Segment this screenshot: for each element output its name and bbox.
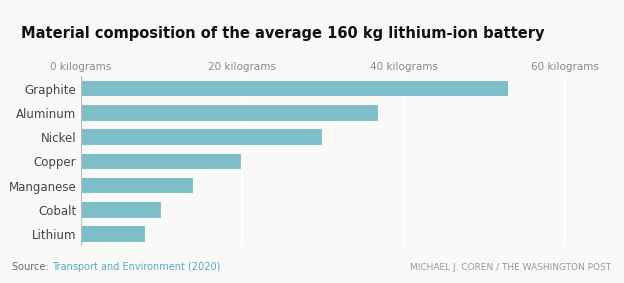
Bar: [81, 104, 379, 121]
Bar: [81, 201, 162, 218]
Text: MICHAEL J. COREN / THE WASHINGTON POST: MICHAEL J. COREN / THE WASHINGTON POST: [411, 263, 612, 272]
Bar: [81, 80, 509, 97]
Text: Transport and Environment (2020): Transport and Environment (2020): [52, 262, 220, 272]
Bar: [81, 153, 242, 170]
Bar: [81, 177, 194, 194]
Bar: [81, 225, 145, 243]
Text: Source:: Source:: [12, 262, 52, 272]
Text: Material composition of the average 160 kg lithium-ion battery: Material composition of the average 160 …: [21, 25, 544, 40]
Bar: [81, 128, 323, 146]
